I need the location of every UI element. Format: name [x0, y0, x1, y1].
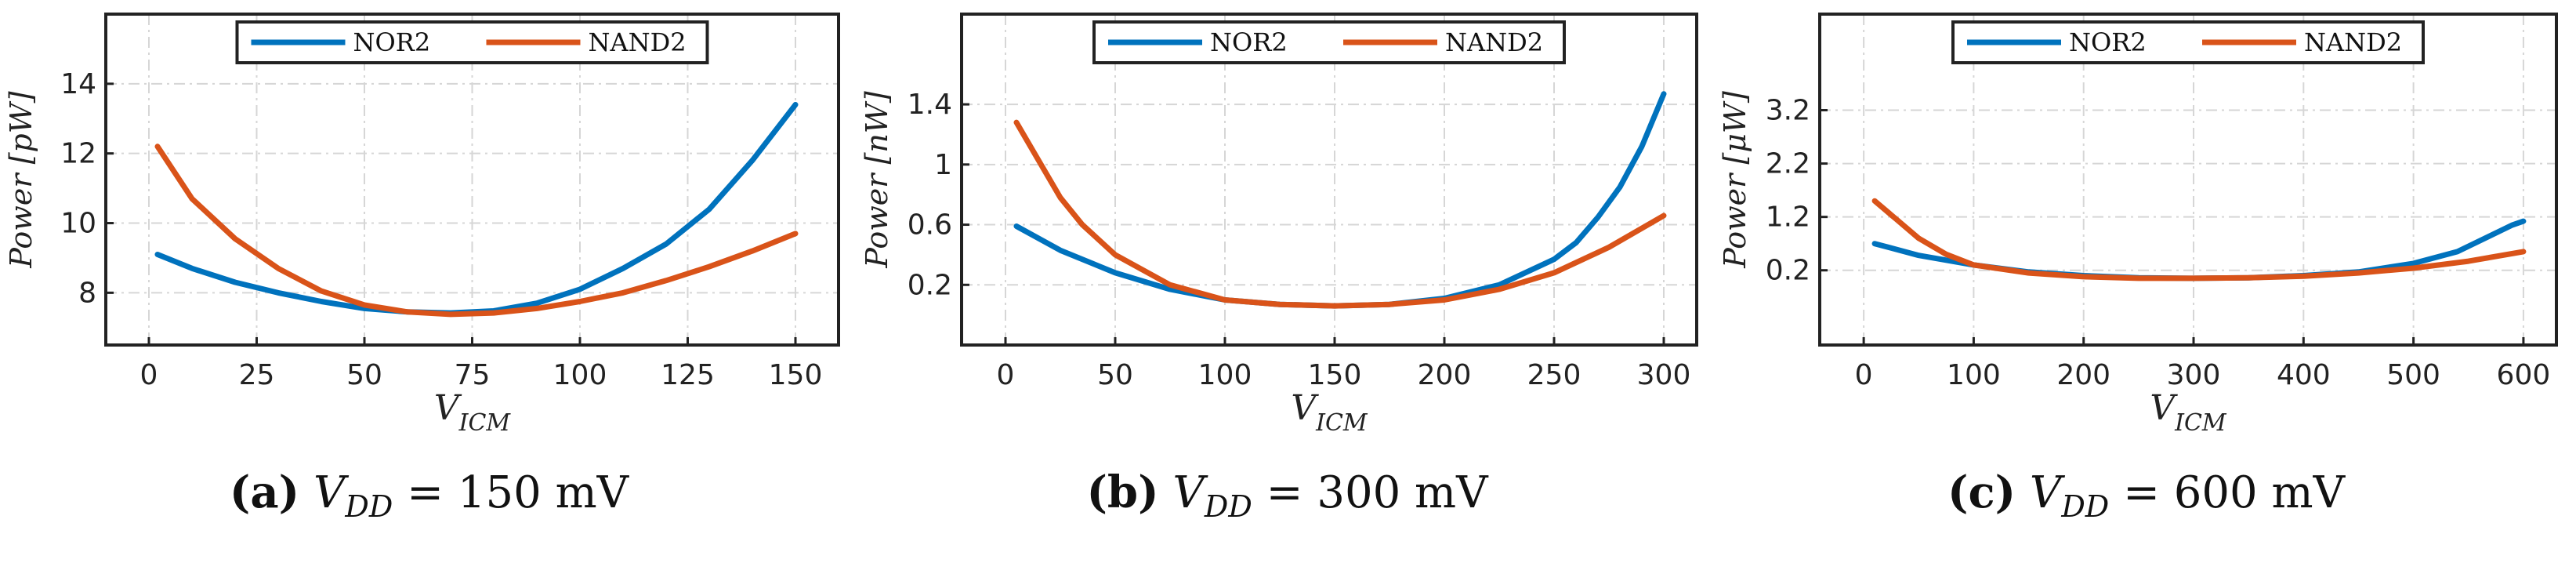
x-axis-label-main: V	[2150, 388, 2178, 428]
series-line-nor2	[154, 102, 799, 316]
x-tick-label: 0	[1855, 359, 1873, 391]
x-tick-label: 600	[2497, 359, 2551, 391]
grid	[106, 14, 839, 345]
x-axis-label-main: V	[1291, 388, 1319, 428]
y-tick-label: 2.2	[1766, 148, 1810, 180]
x-axis-label-main: V	[434, 388, 462, 428]
chart-panel-c: 0 100 200 300 400 500 600 0.2 1.2 2.2 3.2 VICM Power…	[1716, 0, 2576, 563]
x-tick-label: 125	[661, 359, 715, 391]
x-tick-label: 400	[2277, 359, 2331, 391]
chart-c-caption-var: VDD	[2029, 467, 2110, 525]
series-line-nand2	[1013, 119, 1667, 309]
x-tick-label: 50	[1097, 359, 1133, 391]
legend: NOR2 NAND2	[1951, 20, 2425, 64]
y-axis-label: Power [μW]	[1718, 91, 1752, 269]
chart-c-caption: (c) VDD = 600 mV	[1716, 467, 2576, 524]
x-tick-label: 75	[455, 359, 491, 391]
legend-label-nand2: NAND2	[1445, 27, 1543, 57]
y-tick-label: 1.2	[1766, 202, 1810, 234]
x-axis-label: VICM	[2150, 388, 2227, 437]
chart-panel-a: 0 25 50 75 100 125 150 8 10 12 14 VICM Power [pW] NOR…	[0, 0, 858, 563]
legend-label-nor2: NOR2	[2069, 27, 2147, 57]
chart-c-svg: 0 100 200 300 400 500 600 0.2 1.2 2.2 3.2 VICM Power…	[1718, 13, 2558, 437]
chart-b-caption-value: = 300 mV	[1266, 467, 1488, 518]
x-tick-label: 200	[2056, 359, 2110, 391]
x-tick-label: 0	[997, 359, 1015, 391]
y-tick-label: 0.6	[908, 209, 952, 242]
x-axis-label: VICM	[434, 388, 512, 437]
axes-box	[960, 13, 1698, 347]
y-axis-label: Power [pW]	[4, 91, 38, 268]
x-tick-label: 100	[1947, 359, 2001, 391]
chart-b-svg: 0 50 100 150 200 250 300 0.2 0.6 1 1.4 VICM Power [n…	[860, 13, 1698, 437]
grid	[1820, 14, 2556, 345]
chart-c-caption-value: = 600 mV	[2123, 467, 2346, 518]
y-tick-label: 8	[78, 277, 96, 309]
chart-a-svg: 0 25 50 75 100 125 150 8 10 12 14 VICM Power [pW] NOR…	[4, 13, 840, 437]
x-tick-label: 250	[1527, 359, 1581, 391]
chart-a-caption-var: VDD	[313, 467, 393, 525]
series-line-nand2	[1871, 198, 2527, 282]
x-tick-label: 50	[346, 359, 382, 391]
chart-b-caption: (b) VDD = 300 mV	[858, 467, 1716, 524]
y-tick-label: 1	[934, 149, 952, 181]
x-tick-label: 150	[769, 359, 823, 391]
y-tick-label: 0.2	[1766, 255, 1810, 287]
legend-label-nand2: NAND2	[2304, 27, 2402, 57]
x-tick-label: 200	[1418, 359, 1472, 391]
chart-a-caption-label: (a)	[229, 467, 300, 518]
x-tick-label: 0	[140, 359, 158, 391]
x-axis-label: VICM	[1291, 388, 1368, 437]
series-line-nor2	[1013, 91, 1667, 309]
x-tick-label: 150	[1308, 359, 1362, 391]
y-tick-label: 14	[60, 68, 96, 100]
chart-c-caption-label: (c)	[1947, 467, 2016, 518]
x-axis-label-sub: ICM	[1315, 409, 1368, 437]
y-tick-label: 3.2	[1766, 95, 1810, 127]
legend-label-nor2: NOR2	[353, 27, 431, 57]
chart-a-caption-value: = 150 mV	[407, 467, 629, 518]
x-axis-label-sub: ICM	[458, 409, 512, 437]
axes-box	[1818, 13, 2558, 347]
x-tick-label: 25	[239, 359, 275, 391]
x-tick-label: 300	[2167, 359, 2221, 391]
y-axis-label: Power [nW]	[860, 91, 894, 269]
chart-b-caption-label: (b)	[1086, 467, 1159, 518]
x-axis-label-sub: ICM	[2174, 409, 2227, 437]
x-tick-label: 500	[2386, 359, 2440, 391]
x-tick-label: 100	[1198, 359, 1252, 391]
legend: NOR2 NAND2	[1092, 20, 1566, 64]
y-tick-label: 0.2	[908, 269, 952, 301]
legend: NOR2 NAND2	[235, 20, 709, 64]
legend-label-nor2: NOR2	[1210, 27, 1288, 57]
x-tick-label: 300	[1637, 359, 1691, 391]
y-tick-label: 12	[60, 138, 96, 170]
series-line-nand2	[154, 143, 799, 318]
y-tick-label: 10	[60, 208, 96, 240]
legend-label-nand2: NAND2	[589, 27, 687, 57]
y-tick-label: 1.4	[908, 89, 952, 121]
legend-box	[1092, 20, 1566, 64]
x-tick-label: 100	[553, 359, 607, 391]
chart-panel-b: 0 50 100 150 200 250 300 0.2 0.6 1 1.4 VICM Power [n…	[858, 0, 1716, 563]
chart-a-caption: (a) VDD = 150 mV	[0, 467, 858, 524]
chart-b-caption-var: VDD	[1172, 467, 1252, 525]
